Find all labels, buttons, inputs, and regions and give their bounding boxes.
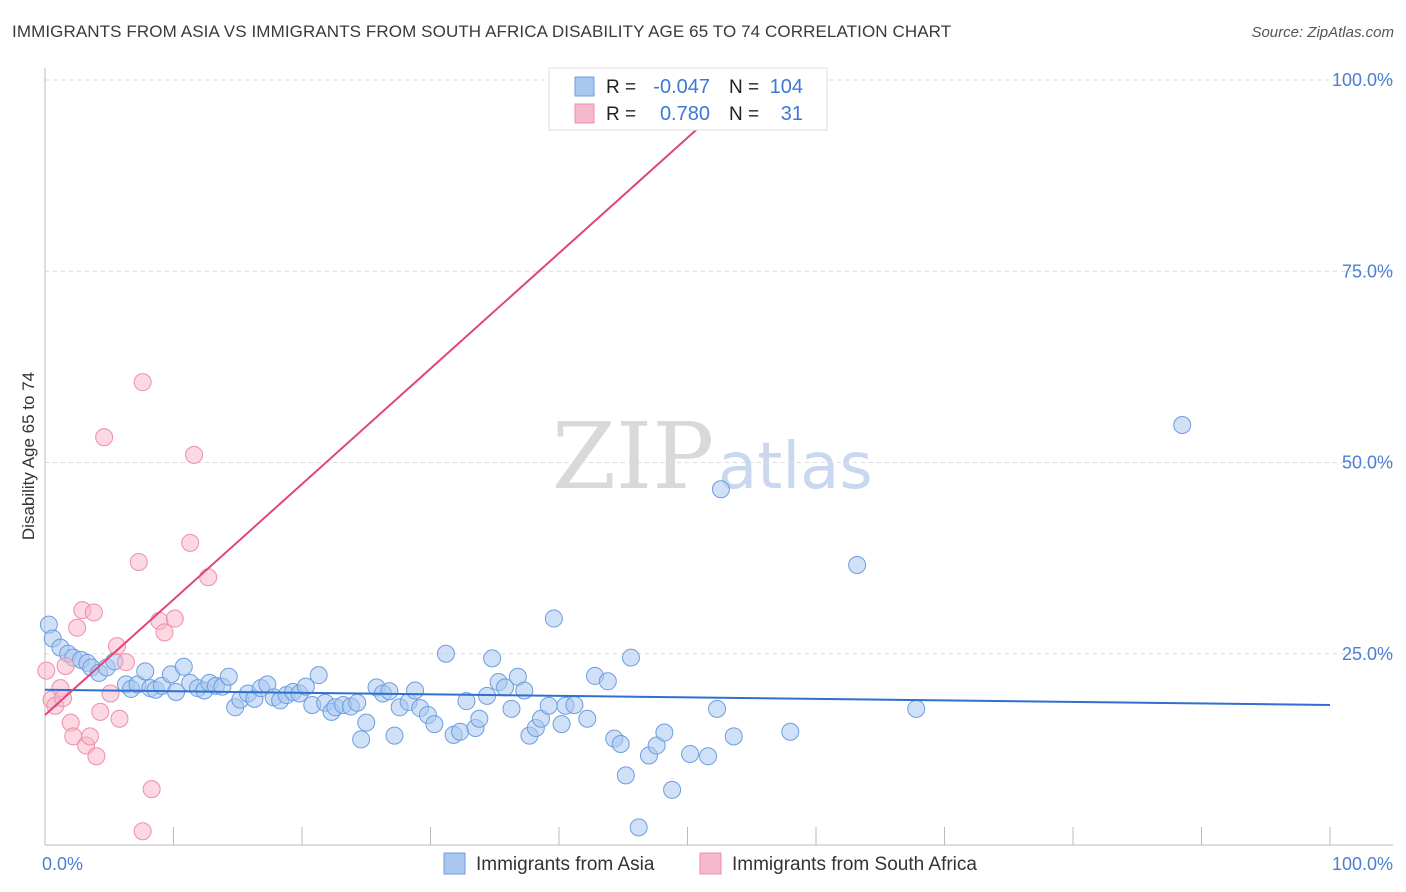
- scatter-point: [107, 637, 126, 656]
- scatter-point: [711, 480, 730, 499]
- grid-lines: [45, 79, 1393, 655]
- series-legend: Immigrants from Asia Immigrants from Sou…: [443, 852, 977, 875]
- scatter-point: [470, 709, 489, 728]
- scatter-point: [565, 696, 584, 715]
- scatter-point: [133, 822, 152, 841]
- scatter-point: [199, 568, 218, 587]
- scatter-point: [724, 727, 743, 746]
- scatter-point: [483, 649, 502, 668]
- y-tick-labels: 25.0% 50.0% 75.0% 100.0%: [1332, 70, 1393, 664]
- x-tick-label-min: 0.0%: [42, 854, 83, 874]
- scatter-point: [385, 726, 404, 745]
- scatter-point: [502, 699, 521, 718]
- bottom-legend-swatch-asia: [443, 852, 466, 875]
- trend-lines: [44, 79, 1331, 716]
- x-tick-labels: 0.0% 100.0%: [42, 854, 1393, 874]
- scatter-point: [116, 653, 135, 672]
- scatter-point: [219, 667, 238, 686]
- watermark-atlas: atlas: [718, 430, 873, 504]
- x-tick-label-max: 100.0%: [1332, 854, 1393, 874]
- scatter-point: [68, 618, 87, 637]
- scatter-point: [142, 780, 161, 799]
- bottom-legend-swatch-south-africa: [699, 852, 722, 875]
- scatter-point: [681, 744, 700, 763]
- y-tick-label: 75.0%: [1342, 261, 1393, 281]
- scatter-point: [611, 735, 630, 754]
- scatter-point: [708, 699, 727, 718]
- scatter-point: [655, 723, 674, 742]
- scatter-point: [699, 747, 718, 766]
- scatter-point: [1173, 416, 1192, 435]
- scatter-point: [616, 766, 635, 785]
- legend-swatch-asia: [574, 76, 595, 97]
- bottom-legend-label-asia: Immigrants from Asia: [476, 854, 655, 875]
- series-south-africa-points: [37, 71, 752, 841]
- watermark: ZIP atlas: [552, 403, 873, 510]
- scatter-point: [348, 693, 367, 712]
- scatter-point: [380, 682, 399, 701]
- scatter-point: [110, 709, 129, 728]
- scatter-point: [133, 373, 152, 392]
- scatter-point: [621, 648, 640, 667]
- scatter-point: [663, 780, 682, 799]
- scatter-point: [37, 661, 56, 680]
- scatter-point: [174, 657, 193, 676]
- scatter-point: [155, 623, 174, 642]
- scatter-point: [781, 722, 800, 741]
- scatter-point: [56, 656, 75, 675]
- scatter-point: [296, 677, 315, 696]
- scatter-point: [629, 818, 648, 837]
- legend-n-label-asia: N =: [729, 77, 759, 98]
- scatter-point: [165, 609, 184, 628]
- legend-r-label-asia: R =: [606, 77, 636, 98]
- chart-title: IMMIGRANTS FROM ASIA VS IMMIGRANTS FROM …: [12, 22, 952, 41]
- legend-r-label-south-africa: R =: [606, 104, 636, 125]
- correlation-legend: R = -0.047 N = 104 R = 0.780 N = 31: [548, 67, 828, 131]
- scatter-point: [544, 609, 563, 628]
- scatter-point: [598, 672, 617, 691]
- scatter-point: [84, 603, 103, 622]
- legend-r-value-asia: -0.047: [653, 76, 710, 98]
- y-tick-label: 25.0%: [1342, 644, 1393, 664]
- legend-n-value-south-africa: 31: [781, 103, 803, 125]
- y-tick-label: 50.0%: [1342, 453, 1393, 473]
- legend-n-label-south-africa: N =: [729, 104, 759, 125]
- legend-r-value-south-africa: 0.780: [660, 103, 710, 125]
- y-tick-label: 100.0%: [1332, 70, 1393, 90]
- trend-line-asia: [44, 688, 1331, 707]
- scatter-point: [309, 666, 328, 685]
- scatter-point: [425, 715, 444, 734]
- legend-n-value-asia: 104: [770, 76, 803, 98]
- scatter-point: [91, 702, 110, 721]
- scatter-point: [451, 722, 470, 741]
- watermark-zip: ZIP: [552, 403, 714, 510]
- source-label: Source: ZipAtlas.com: [1251, 24, 1394, 41]
- legend-box: [548, 67, 828, 131]
- scatter-point: [136, 662, 155, 681]
- axes: [44, 68, 1393, 846]
- scatter-point: [95, 428, 114, 447]
- scatter-point: [181, 533, 200, 552]
- scatter-point: [87, 747, 106, 766]
- scatter-point: [907, 699, 926, 718]
- scatter-point: [552, 715, 571, 734]
- scatter-point: [539, 696, 558, 715]
- scatter-point: [436, 644, 455, 663]
- scatter-point: [848, 556, 867, 575]
- scatter-point: [129, 552, 148, 571]
- scatter-point: [80, 727, 99, 746]
- y-axis-label: Disability Age 65 to 74: [19, 372, 38, 540]
- scatter-point: [352, 730, 371, 749]
- scatter-point: [457, 692, 476, 711]
- scatter-point: [185, 445, 204, 464]
- scatter-point: [101, 684, 120, 703]
- legend-swatch-south-africa: [574, 103, 595, 124]
- scatter-point: [578, 709, 597, 728]
- bottom-legend-label-south-africa: Immigrants from South Africa: [732, 854, 977, 875]
- scatter-point: [406, 681, 425, 700]
- scatter-point: [357, 713, 376, 732]
- trend-line-south-africa: [44, 79, 753, 716]
